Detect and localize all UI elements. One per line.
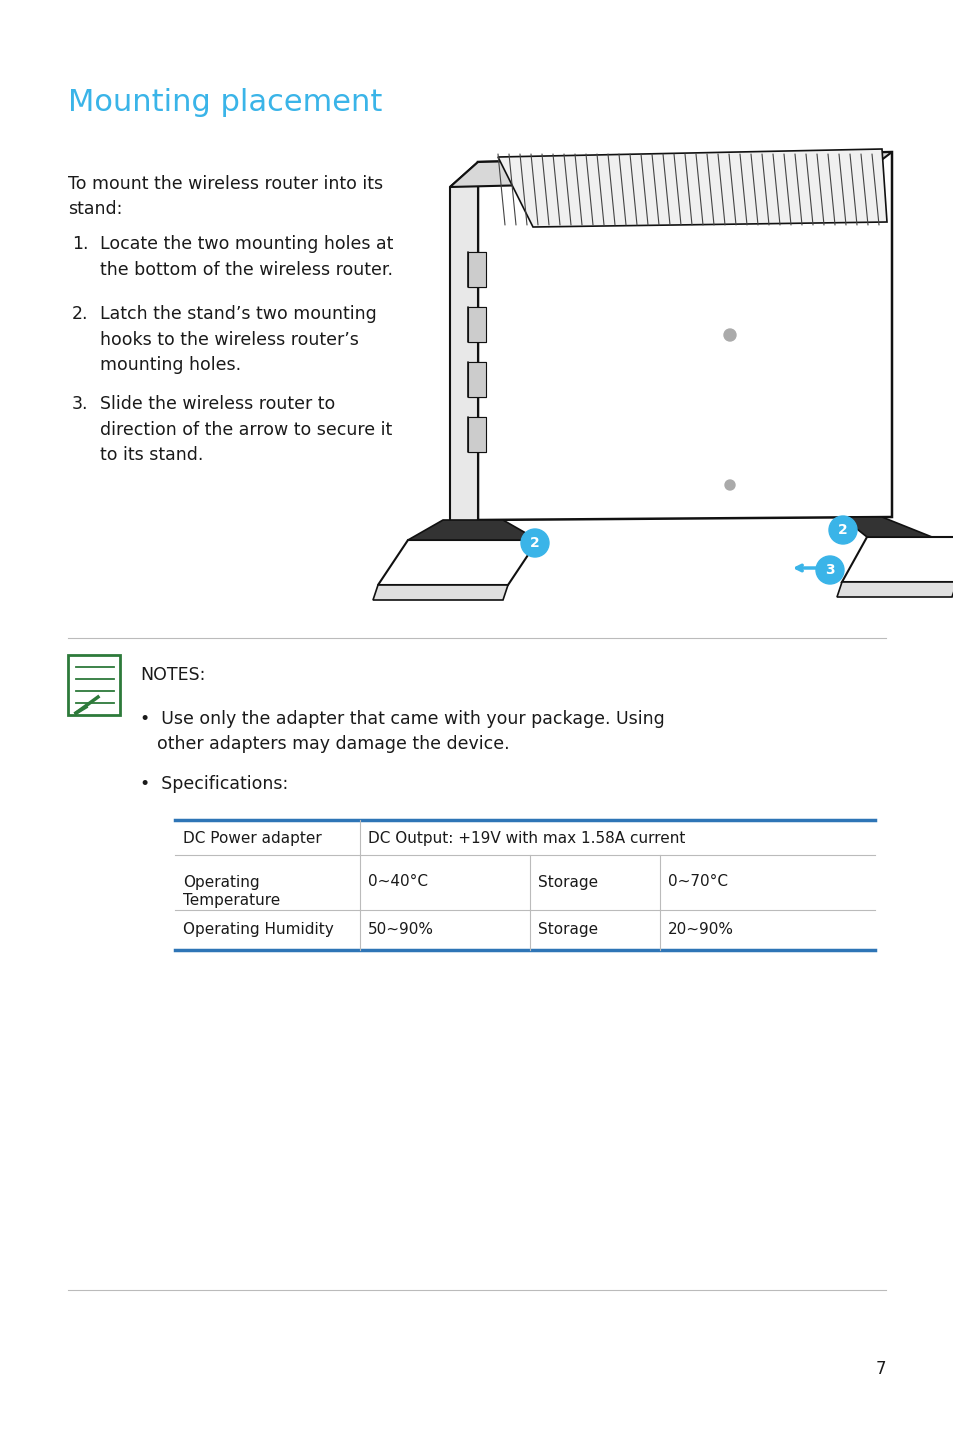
Polygon shape	[450, 152, 891, 187]
Circle shape	[815, 557, 843, 584]
Circle shape	[520, 529, 548, 557]
Polygon shape	[497, 150, 886, 227]
Circle shape	[723, 329, 735, 341]
Text: 0~40°C: 0~40°C	[368, 874, 428, 890]
Text: NOTES:: NOTES:	[140, 666, 205, 684]
Text: 0~70°C: 0~70°C	[667, 874, 727, 890]
Circle shape	[828, 516, 856, 544]
Text: To mount the wireless router into its
stand:: To mount the wireless router into its st…	[68, 175, 383, 219]
Polygon shape	[468, 362, 485, 397]
Text: Latch the stand’s two mounting
hooks to the wireless router’s
mounting holes.: Latch the stand’s two mounting hooks to …	[100, 305, 376, 374]
Text: Locate the two mounting holes at
the bottom of the wireless router.: Locate the two mounting holes at the bot…	[100, 234, 393, 279]
Text: DC Output: +19V with max 1.58A current: DC Output: +19V with max 1.58A current	[368, 831, 684, 847]
Text: 2.: 2.	[71, 305, 89, 324]
Text: •  Specifications:: • Specifications:	[140, 775, 288, 792]
Polygon shape	[373, 585, 507, 600]
Polygon shape	[468, 252, 485, 288]
Polygon shape	[836, 582, 953, 597]
Polygon shape	[841, 518, 931, 536]
Text: other adapters may damage the device.: other adapters may damage the device.	[157, 735, 509, 754]
Polygon shape	[477, 152, 891, 521]
Text: DC Power adapter: DC Power adapter	[183, 831, 321, 847]
Circle shape	[724, 480, 734, 490]
Text: 2: 2	[838, 523, 847, 536]
Text: 7: 7	[875, 1360, 885, 1378]
Text: 3.: 3.	[71, 395, 89, 413]
Text: Storage: Storage	[537, 922, 598, 938]
Text: 2: 2	[530, 536, 539, 549]
FancyBboxPatch shape	[68, 654, 120, 715]
Text: Operating Humidity: Operating Humidity	[183, 922, 334, 938]
Text: Operating
Temperature: Operating Temperature	[183, 874, 280, 909]
Polygon shape	[377, 541, 537, 585]
Text: 1.: 1.	[71, 234, 89, 253]
Text: 3: 3	[824, 564, 834, 577]
Polygon shape	[468, 417, 485, 452]
Polygon shape	[408, 521, 537, 541]
Text: 20~90%: 20~90%	[667, 922, 733, 938]
Text: Storage: Storage	[537, 874, 598, 890]
Polygon shape	[841, 536, 953, 582]
Text: Slide the wireless router to
direction of the arrow to secure it
to its stand.: Slide the wireless router to direction o…	[100, 395, 392, 464]
Polygon shape	[468, 306, 485, 342]
Text: 50~90%: 50~90%	[368, 922, 434, 938]
Text: Mounting placement: Mounting placement	[68, 88, 382, 116]
Polygon shape	[450, 162, 477, 545]
Text: •  Use only the adapter that came with your package. Using: • Use only the adapter that came with yo…	[140, 710, 664, 728]
